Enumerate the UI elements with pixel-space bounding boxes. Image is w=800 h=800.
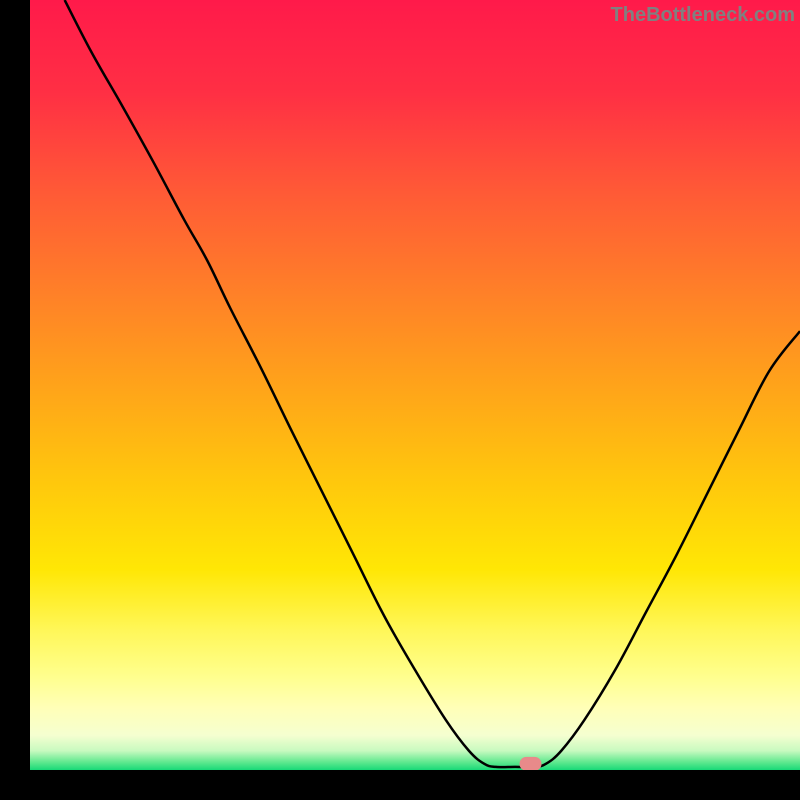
gradient-background: [30, 0, 800, 770]
plot-svg: [30, 0, 800, 770]
optimal-marker: [520, 757, 542, 770]
watermark-text: TheBottleneck.com: [611, 4, 795, 27]
